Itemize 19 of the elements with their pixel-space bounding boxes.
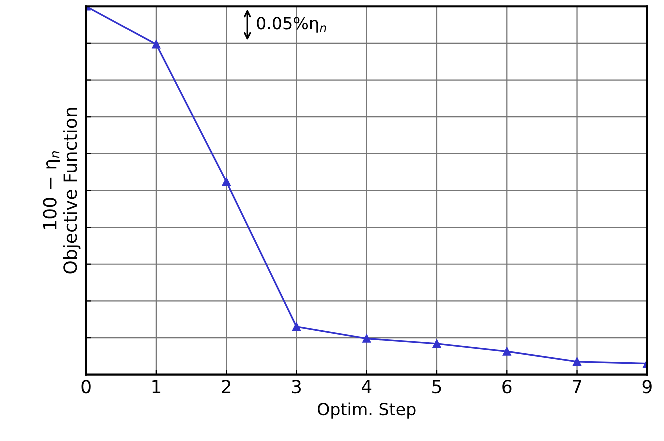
point [292,322,301,332]
y-axis-title: 100 − η$_{n}$ Objective Function [43,108,81,274]
point [502,347,512,356]
x-tick-label: 1 [152,380,161,394]
x-tick-label: 7 [573,380,582,394]
point [432,340,442,348]
x-tick-label: 9 [642,380,652,394]
x-axis-title: Optim. Step [318,402,416,419]
x-tick-label: 6 [502,380,512,394]
x-tick-label: 3 [292,380,302,394]
point [362,334,372,343]
x-tick-label: 5 [432,380,442,394]
annotation: 0.05%η$_{n}$ [257,17,326,33]
x-tick-label: 0 [82,380,91,394]
x-tick-label: 2 [222,380,231,394]
point [573,358,582,366]
point [152,40,161,49]
point [222,178,231,186]
x-tick-label: 4 [362,380,372,394]
